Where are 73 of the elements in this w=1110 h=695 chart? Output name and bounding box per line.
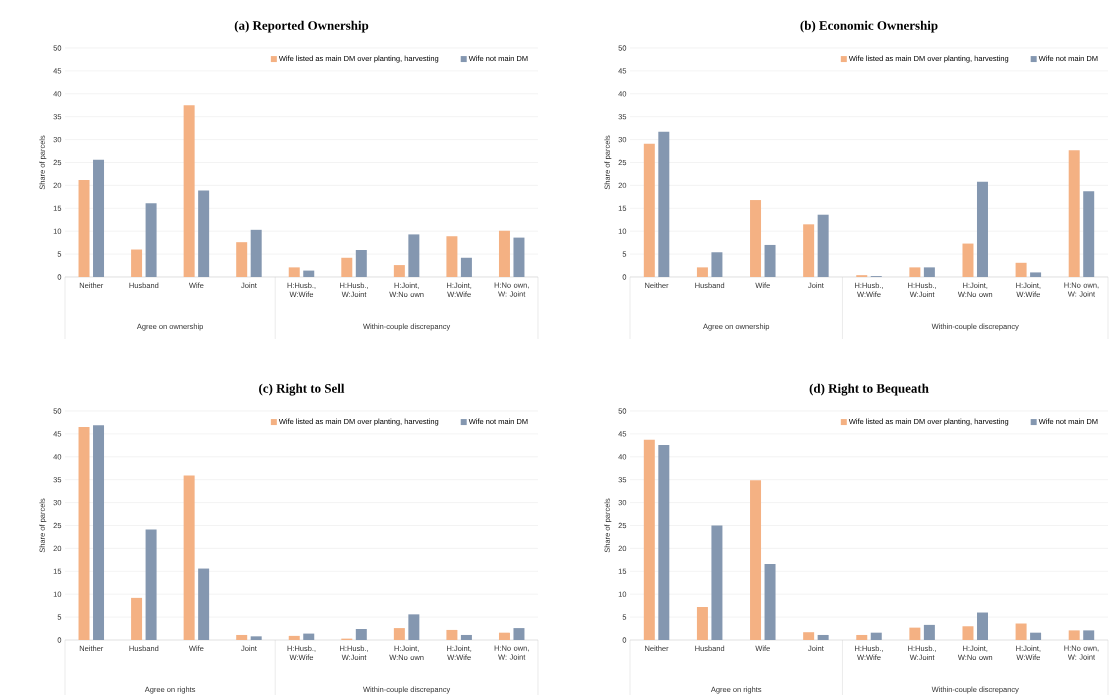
bar xyxy=(856,634,868,640)
bar xyxy=(711,525,723,640)
bar xyxy=(78,427,90,640)
bar xyxy=(393,628,405,640)
bar xyxy=(498,230,510,277)
bar xyxy=(288,267,300,277)
bar xyxy=(764,563,776,640)
bar xyxy=(962,243,974,277)
bar xyxy=(236,634,248,640)
bar xyxy=(198,190,210,277)
bar xyxy=(870,632,882,640)
bar xyxy=(250,229,262,277)
bar xyxy=(460,634,472,640)
bar xyxy=(976,612,988,640)
bar xyxy=(803,224,815,277)
bar xyxy=(513,237,525,277)
bar xyxy=(711,252,723,277)
bar xyxy=(303,270,315,277)
bar xyxy=(183,105,195,277)
bar xyxy=(909,627,921,640)
bar xyxy=(1068,150,1080,277)
bar xyxy=(1015,623,1027,640)
bar xyxy=(446,236,458,277)
bar xyxy=(750,200,762,277)
bar xyxy=(355,629,367,640)
bar xyxy=(643,439,655,640)
bar xyxy=(288,635,300,640)
bar xyxy=(78,179,90,277)
bar xyxy=(658,444,670,640)
bar xyxy=(909,267,921,277)
bar xyxy=(1083,630,1095,640)
bar xyxy=(198,568,210,640)
bar xyxy=(817,214,829,277)
bar xyxy=(131,597,143,640)
bar xyxy=(183,475,195,640)
bar xyxy=(1068,630,1080,640)
bar xyxy=(236,242,248,277)
bar xyxy=(460,257,472,277)
bar xyxy=(764,244,776,277)
bar xyxy=(658,131,670,277)
bar xyxy=(93,425,105,640)
bar xyxy=(446,629,458,640)
bar xyxy=(408,614,420,640)
bar xyxy=(803,632,815,640)
bar xyxy=(1015,262,1027,277)
bar xyxy=(93,159,105,277)
bar xyxy=(1030,632,1042,640)
bar xyxy=(513,628,525,640)
bar xyxy=(131,249,143,277)
bar xyxy=(962,626,974,640)
bar xyxy=(643,143,655,277)
chart-title: (b) Economic Ownership xyxy=(800,20,938,33)
bar xyxy=(750,480,762,640)
bar xyxy=(923,267,935,277)
bar xyxy=(145,529,157,640)
bar xyxy=(923,624,935,640)
bar xyxy=(976,181,988,277)
bar xyxy=(355,249,367,277)
bar xyxy=(1030,272,1042,277)
bar xyxy=(341,257,353,277)
bar xyxy=(393,265,405,277)
bar xyxy=(408,234,420,277)
bar xyxy=(498,632,510,640)
bar xyxy=(1083,191,1095,277)
chart-title: (d) Right to Bequeath xyxy=(809,383,929,396)
chart-title: (c) Right to Sell xyxy=(259,383,345,396)
bar xyxy=(696,607,708,640)
bar xyxy=(145,203,157,277)
bar xyxy=(250,636,262,640)
chart-title: (a) Reported Ownership xyxy=(234,20,369,33)
bar xyxy=(303,633,315,640)
bar xyxy=(817,634,829,640)
bar xyxy=(696,267,708,277)
